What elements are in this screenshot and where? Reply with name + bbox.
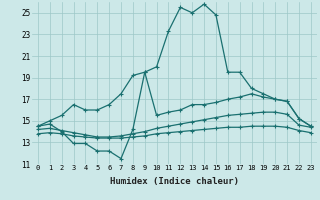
- X-axis label: Humidex (Indice chaleur): Humidex (Indice chaleur): [110, 177, 239, 186]
